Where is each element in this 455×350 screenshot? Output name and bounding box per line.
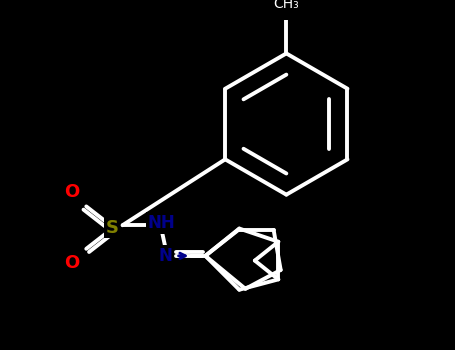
Text: N: N bbox=[158, 247, 172, 265]
Text: NH: NH bbox=[148, 214, 176, 232]
Text: S: S bbox=[106, 219, 119, 237]
Text: CH₃: CH₃ bbox=[273, 0, 299, 11]
Text: O: O bbox=[65, 254, 80, 272]
Text: O: O bbox=[65, 183, 80, 201]
